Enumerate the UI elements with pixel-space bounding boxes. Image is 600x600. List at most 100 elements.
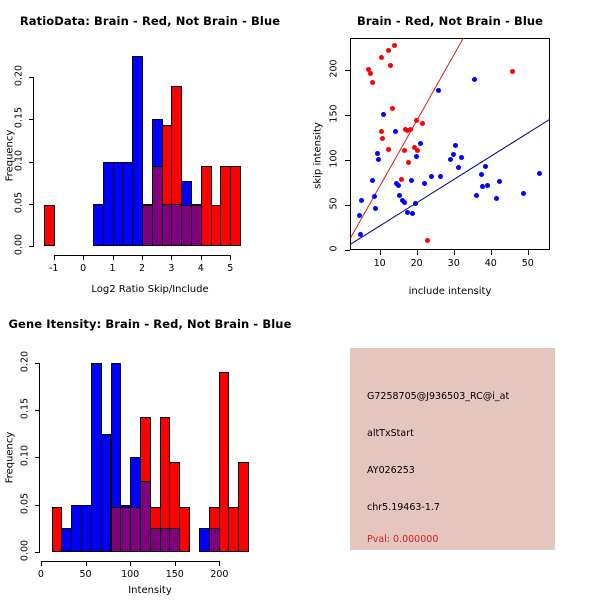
point-not-brain-21 bbox=[421, 180, 427, 186]
point-brain-19 bbox=[415, 148, 421, 154]
x-tick-label-5: 4 bbox=[197, 263, 204, 274]
point-brain-7 bbox=[390, 105, 396, 111]
y-axis-line bbox=[33, 77, 34, 247]
scatter-y-tick-label-3: 150 bbox=[328, 104, 340, 123]
point-not-brain-36 bbox=[493, 196, 499, 202]
point-not-brain-0 bbox=[357, 213, 363, 219]
point-not-brain-31 bbox=[473, 193, 479, 199]
bar-brain-10 bbox=[230, 165, 242, 246]
point-not-brain-23 bbox=[435, 87, 441, 93]
x-tick-2 bbox=[112, 255, 114, 260]
point-not-brain-7 bbox=[375, 157, 381, 163]
scatter-x-tick-label-2: 30 bbox=[447, 258, 460, 269]
scatter-x-tick-label-1: 20 bbox=[410, 258, 423, 269]
x-tick-label-0: -1 bbox=[49, 263, 59, 274]
point-not-brain-8 bbox=[381, 112, 387, 118]
x-tick-5 bbox=[200, 255, 202, 260]
point-brain-10 bbox=[386, 147, 392, 153]
point-not-brain-37 bbox=[497, 178, 503, 184]
x-tick-label-6: 5 bbox=[227, 263, 234, 274]
bar-not-brain-4 bbox=[132, 56, 143, 246]
scatter-y-tick-label-2: 100 bbox=[328, 149, 340, 168]
point-not-brain-19 bbox=[413, 153, 419, 159]
info-event-type: altTxStart bbox=[367, 428, 414, 439]
point-not-brain-35 bbox=[484, 182, 490, 188]
ratio-histogram-x-axis-label: Log2 Ratio Skip/Include bbox=[91, 284, 209, 295]
y-tick-1 bbox=[29, 203, 33, 205]
y-tick-3 bbox=[35, 410, 39, 412]
point-not-brain-30 bbox=[471, 76, 477, 82]
point-brain-0 bbox=[366, 67, 372, 73]
point-not-brain-17 bbox=[412, 200, 418, 206]
bar-overlap-9-13 bbox=[208, 528, 220, 552]
x-tick-label-2: 100 bbox=[121, 569, 140, 580]
x-tick-label-0: 0 bbox=[37, 569, 44, 580]
point-not-brain-29 bbox=[459, 155, 465, 161]
y-tick-label-0: 0.00 bbox=[13, 233, 25, 256]
x-tick-label-3: 150 bbox=[165, 569, 184, 580]
x-tick-3 bbox=[142, 255, 143, 260]
scatter-x-tick-1 bbox=[416, 250, 418, 255]
y-axis-line bbox=[39, 362, 40, 553]
info-accession: AY026253 bbox=[367, 465, 415, 476]
point-not-brain-1 bbox=[357, 232, 363, 238]
point-brain-4 bbox=[385, 48, 391, 54]
point-not-brain-38 bbox=[521, 190, 527, 196]
point-not-brain-34 bbox=[482, 163, 488, 169]
x-tick-label-4: 3 bbox=[168, 263, 175, 274]
x-tick-4 bbox=[171, 255, 173, 260]
point-not-brain-18 bbox=[409, 178, 415, 184]
bar-brain-12 bbox=[238, 462, 249, 552]
x-tick-label-1: 0 bbox=[80, 263, 87, 274]
scatter-x-axis-label: include intensity bbox=[408, 286, 492, 297]
panel-scatter: Brain - Red, Not Brain - Blue skip inten… bbox=[300, 0, 600, 300]
y-tick-4 bbox=[35, 362, 39, 364]
panel-intensity-histogram: Gene Itensity: Brain - Red, Not Brain - … bbox=[0, 300, 300, 600]
info-gene-id: G7258705@J936503_RC@i_at bbox=[367, 391, 510, 402]
point-brain-11 bbox=[402, 148, 408, 154]
point-brain-18 bbox=[406, 159, 412, 165]
point-not-brain-32 bbox=[478, 171, 484, 177]
scatter-title: Brain - Red, Not Brain - Blue bbox=[356, 14, 544, 28]
point-not-brain-25 bbox=[448, 157, 454, 163]
y-tick-2 bbox=[35, 457, 39, 459]
scatter-y-tick-label-0: 0 bbox=[328, 245, 340, 252]
x-tick-label-1: 50 bbox=[79, 569, 92, 580]
x-tick-0 bbox=[40, 561, 42, 566]
point-not-brain-12 bbox=[396, 193, 402, 199]
point-not-brain-2 bbox=[359, 197, 365, 203]
scatter-y-tick-label-4: 200 bbox=[328, 59, 340, 78]
point-not-brain-27 bbox=[453, 142, 459, 148]
point-not-brain-28 bbox=[455, 165, 461, 171]
x-tick-1 bbox=[83, 255, 85, 260]
scatter-x-tick-3 bbox=[490, 250, 492, 255]
point-brain-2 bbox=[370, 79, 376, 85]
y-tick-label-1: 0.05 bbox=[13, 191, 25, 213]
scatter-y-tick-4 bbox=[345, 69, 350, 71]
y-tick-label-4: 0.20 bbox=[13, 65, 25, 87]
scatter-y-tick-0 bbox=[345, 250, 350, 251]
point-brain-9 bbox=[380, 135, 386, 141]
point-brain-14 bbox=[407, 126, 413, 132]
scatter-x-tick-4 bbox=[527, 250, 529, 255]
scatter-frame bbox=[350, 38, 550, 250]
info-pval: Pval: 0.000000 bbox=[367, 534, 439, 545]
x-tick-4 bbox=[219, 561, 221, 566]
y-tick-label-0: 0.00 bbox=[19, 539, 31, 562]
point-not-brain-22 bbox=[428, 174, 434, 180]
point-not-brain-4 bbox=[371, 194, 377, 200]
point-not-brain-3 bbox=[369, 178, 375, 184]
bar-brain-8 bbox=[179, 506, 191, 552]
x-tick-label-4: 200 bbox=[210, 569, 229, 580]
x-tick-label-3: 2 bbox=[138, 263, 146, 274]
point-brain-8 bbox=[379, 129, 385, 135]
scatter-plot-area: 0 50 100 150 200 10 20 30 40 50 bbox=[300, 0, 600, 300]
intensity-histogram-title: Gene Itensity: Brain - Red, Not Brain - … bbox=[8, 317, 292, 331]
scatter-y-tick-3 bbox=[345, 114, 350, 116]
point-not-brain-11 bbox=[395, 182, 401, 188]
ratio-histogram-title: RatioData: Brain - Red, Not Brain - Blue bbox=[19, 14, 281, 28]
point-brain-22 bbox=[510, 68, 516, 74]
scatter-y-tick-label-1: 50 bbox=[328, 197, 340, 210]
scatter-x-tick-label-3: 40 bbox=[484, 258, 497, 269]
